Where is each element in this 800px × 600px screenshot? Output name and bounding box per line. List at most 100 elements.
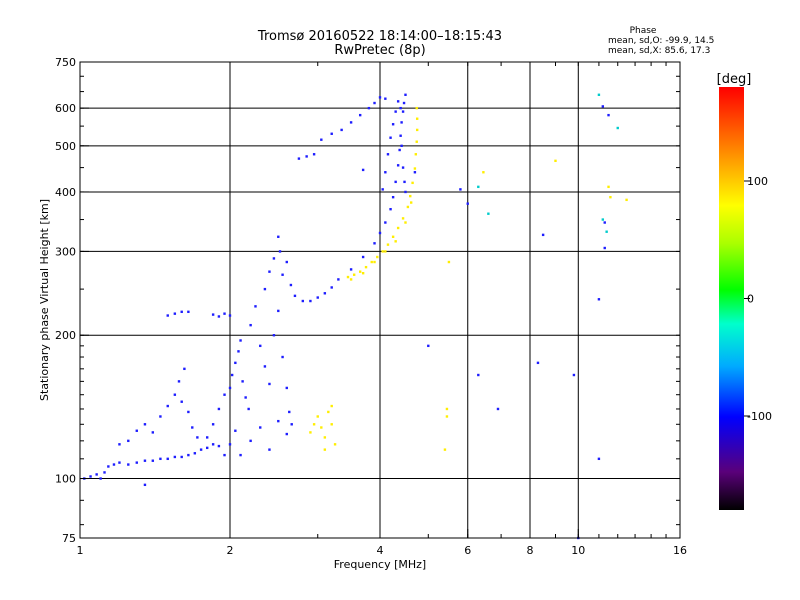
phase-stats-title: Phase bbox=[630, 26, 657, 36]
data-point bbox=[401, 166, 405, 169]
data-point bbox=[312, 423, 316, 426]
data-point bbox=[277, 419, 280, 423]
data-point bbox=[151, 459, 155, 462]
data-point bbox=[320, 426, 323, 429]
data-point bbox=[415, 106, 418, 110]
data-point bbox=[254, 305, 257, 308]
phase-stats-x: mean, sd,X: 85.6, 17.3 bbox=[608, 46, 710, 56]
data-point bbox=[443, 448, 447, 451]
data-point bbox=[389, 136, 392, 139]
data-point bbox=[166, 314, 169, 317]
data-point bbox=[609, 195, 612, 199]
data-point bbox=[398, 148, 401, 152]
data-point bbox=[281, 273, 284, 276]
data-point bbox=[346, 275, 350, 279]
data-point bbox=[301, 299, 305, 303]
data-point bbox=[391, 123, 395, 126]
data-point bbox=[305, 155, 308, 158]
data-point bbox=[399, 134, 402, 137]
data-point bbox=[223, 453, 226, 457]
data-point bbox=[272, 257, 276, 260]
data-point bbox=[597, 93, 601, 96]
data-point bbox=[361, 168, 365, 172]
data-point bbox=[135, 429, 138, 432]
data-point bbox=[625, 198, 628, 202]
data-point bbox=[373, 242, 376, 245]
data-point bbox=[118, 461, 121, 464]
data-point bbox=[384, 171, 387, 174]
data-point bbox=[404, 93, 407, 96]
data-point bbox=[378, 96, 382, 99]
data-point bbox=[376, 255, 379, 259]
data-point bbox=[361, 255, 365, 259]
y-tick-label: 100 bbox=[55, 473, 76, 486]
x-tick-label: 4 bbox=[377, 544, 384, 557]
data-point bbox=[358, 270, 362, 273]
data-point bbox=[289, 283, 293, 287]
data-point bbox=[272, 334, 276, 337]
data-point bbox=[293, 294, 297, 298]
data-point bbox=[603, 221, 606, 224]
y-tick-label: 300 bbox=[55, 245, 76, 258]
data-point bbox=[285, 432, 288, 436]
data-point bbox=[180, 400, 183, 403]
y-tick-label: 500 bbox=[55, 140, 76, 153]
data-point bbox=[352, 273, 356, 276]
data-point bbox=[378, 231, 382, 235]
grid-lines bbox=[80, 62, 680, 538]
data-point bbox=[191, 426, 194, 429]
data-point bbox=[297, 157, 301, 160]
data-point bbox=[211, 313, 215, 316]
data-point bbox=[166, 457, 169, 461]
data-point bbox=[384, 221, 387, 224]
data-point bbox=[597, 298, 601, 301]
data-point bbox=[496, 407, 500, 411]
data-point bbox=[187, 453, 190, 457]
x-tick-label: 2 bbox=[227, 544, 234, 557]
data-point bbox=[415, 140, 418, 143]
data-point bbox=[447, 260, 451, 264]
data-point bbox=[396, 226, 400, 230]
y-tick-label: 600 bbox=[55, 102, 76, 115]
data-point bbox=[187, 410, 190, 414]
data-point bbox=[349, 278, 353, 281]
data-point bbox=[327, 410, 330, 414]
data-point bbox=[309, 299, 312, 303]
data-point bbox=[330, 404, 333, 408]
data-point bbox=[394, 110, 397, 113]
data-point bbox=[482, 171, 485, 174]
data-point bbox=[403, 180, 406, 184]
data-point bbox=[127, 463, 130, 466]
data-point bbox=[309, 431, 312, 434]
data-point bbox=[288, 410, 291, 414]
data-point bbox=[285, 386, 288, 390]
data-point bbox=[404, 221, 407, 224]
phase-stats: Phase mean, sd,O: -99.9, 14.5 mean, sd,X… bbox=[608, 26, 714, 56]
colorbar-tick-label: 0 bbox=[747, 293, 754, 306]
data-point bbox=[400, 144, 403, 148]
x-tick-label: 10 bbox=[571, 544, 585, 557]
data-point bbox=[333, 443, 337, 446]
data-point bbox=[337, 278, 340, 281]
data-point bbox=[285, 260, 288, 264]
data-point bbox=[263, 287, 267, 291]
data-point bbox=[391, 195, 395, 199]
data-point bbox=[166, 404, 169, 408]
data-point bbox=[386, 153, 390, 156]
data-point bbox=[211, 443, 215, 446]
data-point bbox=[263, 365, 267, 368]
data-point bbox=[241, 380, 244, 383]
y-tick-label: 200 bbox=[55, 329, 76, 342]
colorbar-label: [deg] bbox=[717, 72, 752, 87]
data-point bbox=[330, 132, 333, 135]
data-point bbox=[217, 315, 221, 318]
y-tick-label: 75 bbox=[62, 532, 76, 545]
x-tick-label: 8 bbox=[527, 544, 534, 557]
data-point bbox=[415, 128, 419, 132]
data-point bbox=[118, 443, 121, 446]
phase-stats-o: mean, sd,O: -99.9, 14.5 bbox=[608, 36, 714, 46]
data-point bbox=[183, 367, 186, 371]
data-point bbox=[268, 382, 271, 386]
data-point bbox=[605, 230, 608, 233]
data-point bbox=[107, 465, 110, 468]
